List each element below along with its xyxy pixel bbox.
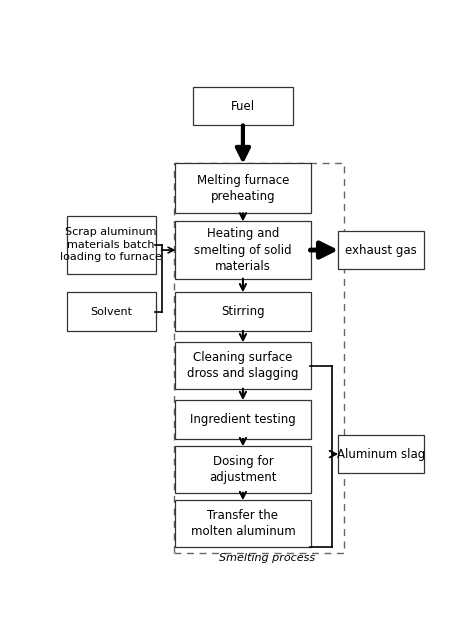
Bar xyxy=(67,216,156,273)
Bar xyxy=(175,292,311,331)
Text: Aluminum slag: Aluminum slag xyxy=(337,447,425,461)
Bar xyxy=(174,163,345,553)
Bar xyxy=(175,447,311,493)
Text: Ingredient testing: Ingredient testing xyxy=(190,413,296,426)
Text: Transfer the
molten aluminum: Transfer the molten aluminum xyxy=(191,509,295,538)
Text: Melting furnace
preheating: Melting furnace preheating xyxy=(197,173,289,203)
Text: exhaust gas: exhaust gas xyxy=(345,244,417,257)
Bar xyxy=(175,400,311,438)
Text: Smelting process: Smelting process xyxy=(219,553,315,563)
Bar xyxy=(338,435,423,474)
Text: Cleaning surface
dross and slagging: Cleaning surface dross and slagging xyxy=(187,351,299,380)
Text: Dosing for
adjustment: Dosing for adjustment xyxy=(209,455,277,484)
Bar xyxy=(175,342,311,388)
Text: Stirring: Stirring xyxy=(221,305,265,318)
Bar xyxy=(175,500,311,547)
Bar xyxy=(192,87,293,125)
Bar xyxy=(338,231,423,269)
Text: Solvent: Solvent xyxy=(90,307,132,317)
Text: Heating and
smelting of solid
materials: Heating and smelting of solid materials xyxy=(194,227,292,273)
Text: Scrap aluminum
materials batch
loading to furnace: Scrap aluminum materials batch loading t… xyxy=(60,227,162,262)
Text: Fuel: Fuel xyxy=(231,100,255,113)
Bar xyxy=(67,292,156,331)
Bar xyxy=(175,221,311,279)
Bar xyxy=(175,163,311,214)
